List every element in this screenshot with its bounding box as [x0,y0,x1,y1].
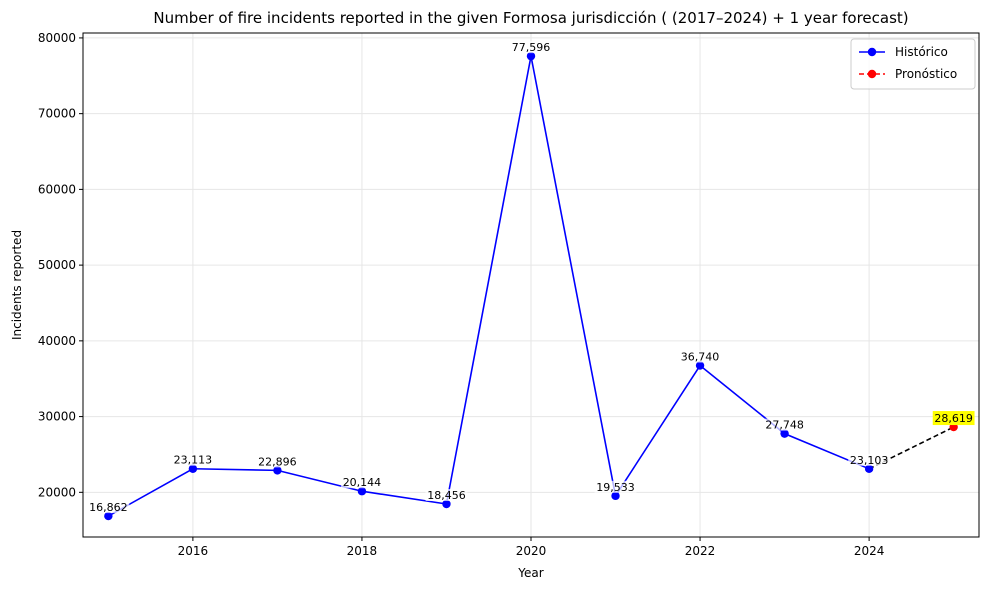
data-label-background [848,453,891,466]
x-tick-label: 2020 [516,544,547,558]
legend-label-pronostico: Pronóstico [895,67,957,81]
data-label-background [171,453,214,466]
data-label-2015: 16,862 [89,501,128,514]
data-label-2025: 28,619 [934,412,973,425]
data-label-background [679,350,721,363]
y-axis-title: Incidents reported [10,230,24,340]
point-historico-2024 [864,464,874,474]
x-tick-label: 2024 [854,544,885,558]
data-label-2022: 36,740 [681,351,720,364]
point-historico-2015 [104,511,113,521]
data-label-2021: 19,533 [596,481,635,494]
point-historico-2021 [611,491,620,501]
point-historico-2019 [442,499,451,509]
forecast-label-highlight [932,411,975,426]
data-label-background [87,501,130,514]
y-tick-label: 80000 [38,31,76,45]
legend: Histórico Pronóstico [850,38,976,90]
grid [83,33,979,537]
y-tick-label: 50000 [38,258,76,272]
point-historico-2017 [273,466,282,475]
legend-marker-historico [867,47,877,57]
data-label-background [763,418,806,431]
y-tick-label: 40000 [38,334,76,348]
x-tick-label: 2016 [178,544,209,558]
point-historico-2022 [695,361,705,370]
data-label-2017: 22,896 [258,455,297,468]
series-line-historico [107,55,870,517]
data-label-background [256,455,299,468]
legend-marker-pronostico [867,69,877,79]
y-tick-label: 20000 [38,485,76,499]
y-tick-label: 60000 [38,182,76,196]
data-label-2018: 20,144 [343,476,382,489]
data-label-2016: 23,113 [174,454,213,467]
data-label-2024: 23,103 [850,454,889,467]
point-historico-2020 [526,51,536,61]
y-tick-label: 70000 [38,107,76,121]
axis-ticks: 2016 2018 2020 2022 2024 20000 30000 40000 50000… [38,31,885,558]
x-tick-label: 2022 [685,544,716,558]
legend-label-historico: Histórico [895,45,948,59]
data-label-2019: 18,456 [427,489,466,502]
data-labels: 16,862 23,113 22,896 20,144 18,456 77,596 19,5… [87,41,975,514]
data-label-background [510,41,552,54]
data-label-background [425,489,468,502]
data-label-background [594,480,637,493]
x-axis-title: Year [517,566,543,580]
data-label-background [341,476,383,489]
x-tick-label: 2018 [347,544,378,558]
point-historico-2018 [357,487,367,496]
data-label-2020: 77,596 [512,41,551,54]
chart-title: Number of fire incidents reported in the… [153,9,908,27]
point-historico-2023 [780,429,789,438]
y-tick-label: 30000 [38,410,76,424]
series [104,51,958,521]
data-label-2023: 27,748 [765,419,804,432]
point-historico-2016 [188,464,198,473]
